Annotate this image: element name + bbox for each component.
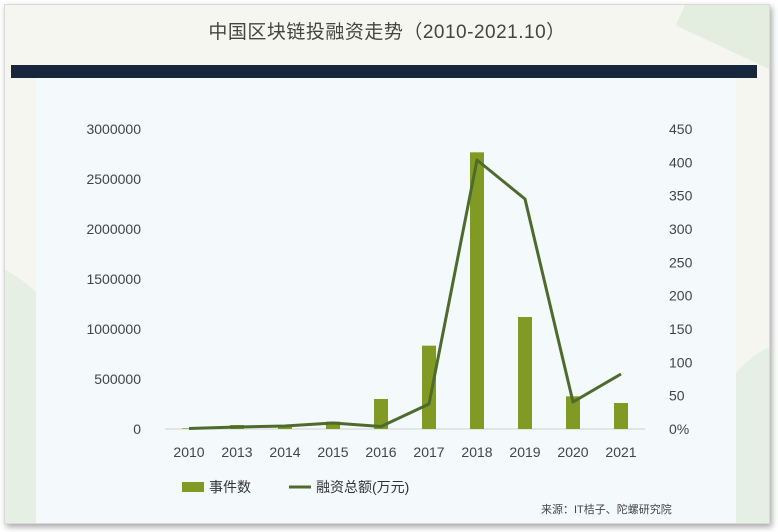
bar-mark (470, 152, 484, 430)
chart-svg: 0 500000 1000000 1500000 2000000 2500000 30000… (86, 121, 693, 495)
legend-label-line: 融资总额(万元) (316, 479, 409, 495)
left-axis-tick-label: 2500000 (86, 171, 141, 187)
legend-swatch-bar (182, 482, 204, 492)
plot-panel (36, 78, 736, 523)
x-axis-tick-label: 2014 (269, 444, 300, 460)
right-axis-tick-label: 250 (669, 254, 693, 270)
x-axis-tick-label: 2010 (173, 444, 204, 460)
right-axis-tick-label: 0% (669, 421, 689, 437)
chart-frame: 中国区块链投融资走势（2010-2021.10） 0 500000 1000000 1… (4, 4, 770, 524)
legend-label-bar: 事件数 (209, 479, 251, 495)
left-axis-tick-label: 3000000 (86, 121, 141, 137)
x-axis-tick-label: 2021 (605, 444, 636, 460)
right-axis-tick-label: 200 (669, 288, 693, 304)
bar-mark (326, 421, 340, 429)
x-axis-tick-label: 2016 (365, 444, 396, 460)
left-axis-tick-label: 1500000 (86, 271, 141, 287)
right-axis-tick-label: 400 (669, 154, 693, 170)
left-axis-tick-label: 0 (133, 421, 141, 437)
x-axis-tick-label: 2018 (461, 444, 492, 460)
x-axis-tick-label: 2013 (221, 444, 252, 460)
bar-mark (614, 403, 628, 429)
left-axis-tick-label: 1000000 (86, 321, 141, 337)
bar-mark (422, 345, 436, 429)
left-axis-tick-label: 2000000 (86, 221, 141, 237)
line-series-financing (188, 158, 622, 430)
bar-mark (182, 428, 196, 429)
right-axis-tick-label: 350 (669, 188, 693, 204)
chart-title: 中国区块链投融资走势（2010-2021.10） (208, 22, 566, 43)
right-axis-tick-label: 450 (669, 121, 693, 137)
x-axis-tick-label: 2020 (557, 444, 588, 460)
header-bar (11, 65, 757, 78)
x-axis-tick-label: 2017 (413, 444, 444, 460)
x-axis-tick-label: 2015 (317, 444, 348, 460)
right-axis-tick-label: 100 (669, 354, 693, 370)
bar-mark (374, 399, 388, 429)
x-axis-tick-label: 2019 (509, 444, 540, 460)
right-axis-tick-label: 50 (669, 388, 685, 404)
bar-mark (566, 396, 580, 429)
left-axis-tick-label: 500000 (94, 371, 141, 387)
right-axis-tick-label: 150 (669, 321, 693, 337)
bar-mark (518, 317, 532, 429)
right-axis-tick-label: 300 (669, 221, 693, 237)
source-note: 来源：IT桔子、陀螺研究院 (541, 504, 672, 516)
